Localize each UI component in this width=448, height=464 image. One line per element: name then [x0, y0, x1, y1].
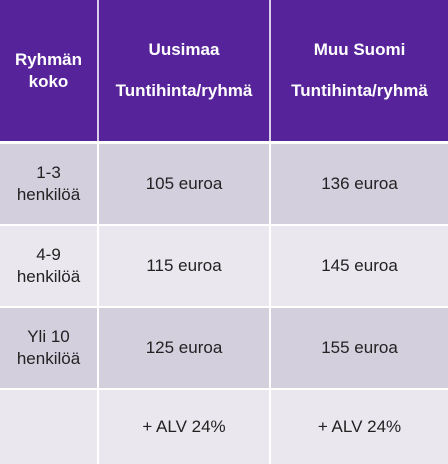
table-row: 1-3 henkilöä 105 euroa 136 euroa [0, 144, 448, 224]
header-group-size-line2: koko [28, 71, 69, 91]
group-size-cell: 1-3 henkilöä [0, 144, 97, 224]
group-size-cell: Yli 10 henkilöä [0, 308, 97, 388]
header-uusimaa-unit: Tuntihinta/ryhmä [115, 81, 253, 100]
header-muu-suomi-unit: Tuntihinta/ryhmä [291, 81, 428, 100]
uusimaa-vat-note: + ALV 24% [97, 390, 269, 464]
uusimaa-price: 125 euroa [97, 308, 269, 388]
group-size-line1: Yli 10 [27, 327, 70, 346]
header-uusimaa: Uusimaa Tuntihinta/ryhmä [97, 0, 269, 141]
group-size-cell: 4-9 henkilöä [0, 226, 97, 306]
muu-suomi-vat-note: + ALV 24% [269, 390, 448, 464]
muu-suomi-price: 145 euroa [269, 226, 448, 306]
table-row: Yli 10 henkilöä 125 euroa 155 euroa [0, 308, 448, 388]
group-size-line2: henkilöä [16, 267, 81, 286]
table-row: 4-9 henkilöä 115 euroa 145 euroa [0, 226, 448, 306]
header-group-size-line1: Ryhmän [14, 49, 83, 69]
header-group-size: Ryhmän koko [0, 0, 97, 141]
group-size-line1: 1-3 [36, 163, 61, 182]
muu-suomi-price: 155 euroa [269, 308, 448, 388]
footer-empty-cell [0, 390, 97, 464]
group-size-line2: henkilöä [16, 349, 81, 368]
group-size-line2: henkilöä [16, 185, 81, 204]
header-muu-suomi-region: Muu Suomi [313, 40, 406, 59]
group-size-line1: 4-9 [36, 245, 61, 264]
uusimaa-price: 105 euroa [97, 144, 269, 224]
table-footer-row: + ALV 24% + ALV 24% [0, 390, 448, 464]
uusimaa-price: 115 euroa [97, 226, 269, 306]
header-uusimaa-region: Uusimaa [148, 40, 220, 59]
header-muu-suomi: Muu Suomi Tuntihinta/ryhmä [269, 0, 448, 141]
table-header: Ryhmän koko Uusimaa Tuntihinta/ryhmä Muu… [0, 0, 448, 141]
muu-suomi-price: 136 euroa [269, 144, 448, 224]
